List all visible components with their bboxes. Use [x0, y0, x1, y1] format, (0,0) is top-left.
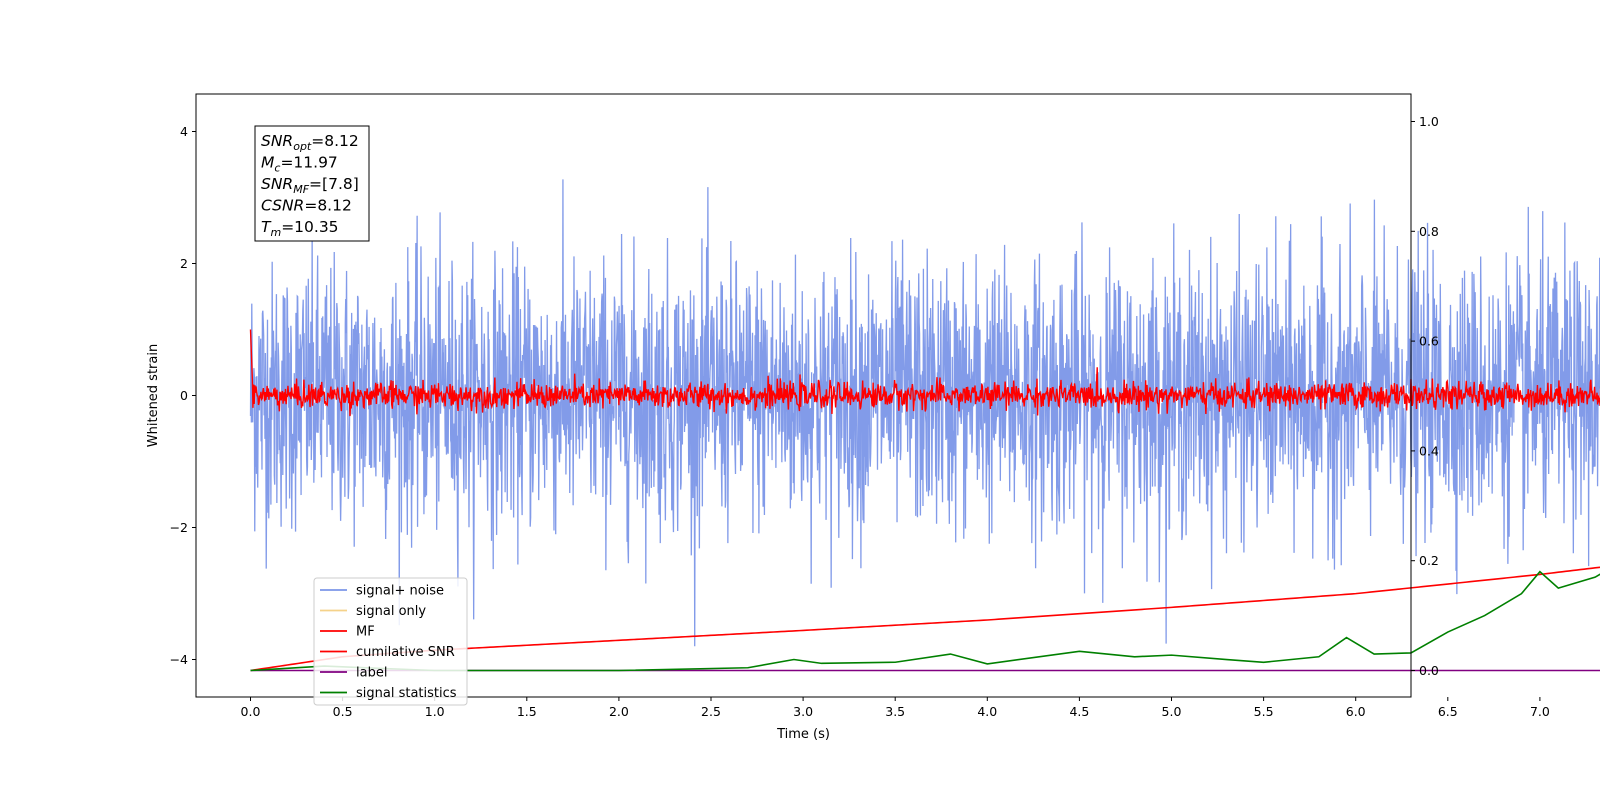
series-cumulative-snr — [250, 566, 1600, 672]
x-tick-label: 3.5 — [885, 704, 905, 719]
x-tick-label: 0.0 — [241, 704, 261, 719]
legend-label: cumilative SNR — [356, 645, 455, 660]
y-tick-label-right: 0.0 — [1419, 663, 1439, 678]
series-mf — [249, 329, 1600, 417]
legend: signal+ noise signal only MF cumilative SNR… — [313, 577, 468, 706]
plot-area — [249, 179, 1600, 672]
x-tick-label: 5.0 — [1162, 704, 1182, 719]
legend-label: label — [356, 666, 387, 681]
x-tick-label: 0.5 — [333, 704, 353, 719]
x-tick-label: 2.0 — [609, 704, 629, 719]
legend-label: signal+ noise — [356, 584, 444, 599]
y-tick-label-left: 2 — [180, 256, 188, 271]
y-tick-label-left: 4 — [180, 124, 188, 139]
x-tick-label: 7.0 — [1530, 704, 1550, 719]
x-tick-label: 1.5 — [517, 704, 537, 719]
legend-label: signal only — [356, 604, 426, 619]
x-tick-label: 3.0 — [793, 704, 813, 719]
y-tick-label-right: 0.2 — [1419, 553, 1439, 568]
y-tick-label-left: −4 — [170, 652, 188, 667]
axes: 0.0 0.5 1.0 1.5 2.0 2.5 3.0 3.5 4.0 4.5 5.0 5.5 6.0 6… — [170, 93, 1550, 719]
y-tick-label-right: 0.6 — [1419, 334, 1439, 349]
series-signal-statistics — [250, 570, 1600, 672]
y-tick-label-right: 0.4 — [1419, 443, 1439, 458]
x-tick-label: 1.0 — [425, 704, 445, 719]
info-line: CSNR=8.12 — [261, 197, 352, 215]
x-tick-label: 4.5 — [1069, 704, 1089, 719]
y-axis-label: Whitened strain — [146, 344, 161, 447]
legend-label: MF — [356, 625, 375, 640]
legend-label: signal statistics — [356, 686, 457, 701]
y-tick-label-left: −2 — [170, 520, 188, 535]
x-axis-label: Time (s) — [776, 727, 830, 742]
info-line: Mc=11.97 — [261, 154, 338, 175]
series-signal-noise — [249, 179, 1600, 647]
info-line: SNRopt=8.12 — [261, 132, 359, 153]
info-line: SNRMF=[7.8] — [261, 175, 359, 196]
y-tick-label-left: 0 — [180, 388, 188, 403]
y-tick-label-right: 0.8 — [1419, 224, 1439, 239]
info-box-frame — [254, 125, 370, 242]
info-line: Tm=10.35 — [261, 218, 339, 239]
x-tick-label: 5.5 — [1254, 704, 1274, 719]
x-tick-label: 2.5 — [701, 704, 721, 719]
legend-frame — [313, 577, 468, 706]
x-tick-label: 6.0 — [1346, 704, 1366, 719]
x-tick-label: 6.5 — [1438, 704, 1458, 719]
y-tick-label-right: 1.0 — [1419, 114, 1439, 129]
x-tick-label: 4.0 — [977, 704, 997, 719]
